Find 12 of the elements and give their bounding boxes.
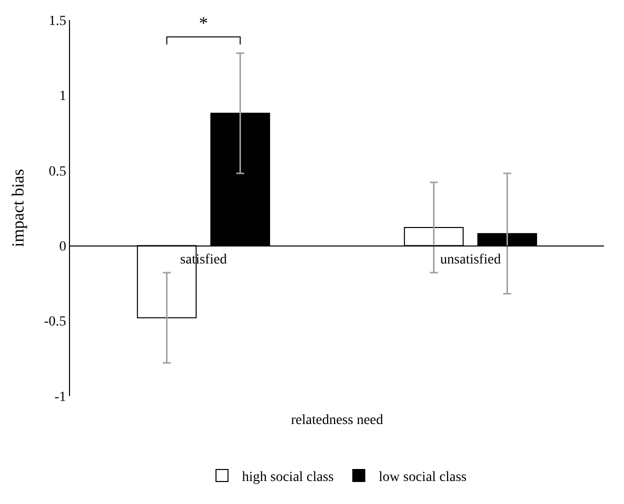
y-tick-label: 1 [59,89,66,104]
annotation: * [199,13,208,33]
legend-label: low social class [378,470,467,485]
x-axis-title: relatedness need [291,413,384,428]
y-tick-label: 0 [59,240,66,254]
y-tick-label: 0.5 [48,164,66,180]
legend-label: high social class [242,470,334,485]
y-tick-label: 1.5 [48,14,66,29]
y-tick-label: -0.5 [44,314,66,330]
y-tick-label: -1 [54,390,66,405]
y-axis-title: impact bias [8,169,28,247]
x-tick-label: unsatisfied [440,252,501,268]
